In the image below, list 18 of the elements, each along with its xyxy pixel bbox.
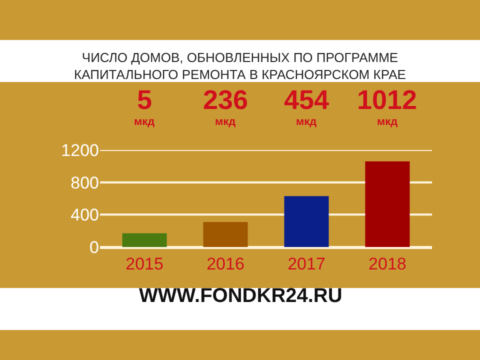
x-tick-label: 2016 <box>206 254 244 274</box>
text: 454 мкд <box>284 85 330 128</box>
x-tick-label: 2015 <box>126 254 164 274</box>
bar <box>203 222 248 247</box>
y-tick-label: 0 <box>90 238 99 257</box>
text: 236 мкд <box>203 85 248 128</box>
y-tick-label: 1200 <box>61 140 99 160</box>
bar <box>284 196 329 247</box>
y-tick-label: 400 <box>70 206 99 225</box>
bar <box>122 233 167 247</box>
bar <box>365 161 410 247</box>
text: 5 мкд <box>134 85 155 128</box>
text: WWW.FONDKR24.RU <box>139 285 342 307</box>
y-tick-label: 800 <box>70 173 99 192</box>
x-tick-label: 2017 <box>288 254 326 274</box>
text: 1012 мкд <box>357 85 418 128</box>
x-tick-label: 2018 <box>368 254 406 274</box>
chart-title: ЧИСЛО ДОМОВ, ОБНОВЛЕННЫХ ПО ПРОГРАММЕ КАПИТАЛЬНОГО РЕМОНТА В КРАСНОЯРСКОМ КРАЕ <box>74 50 406 82</box>
